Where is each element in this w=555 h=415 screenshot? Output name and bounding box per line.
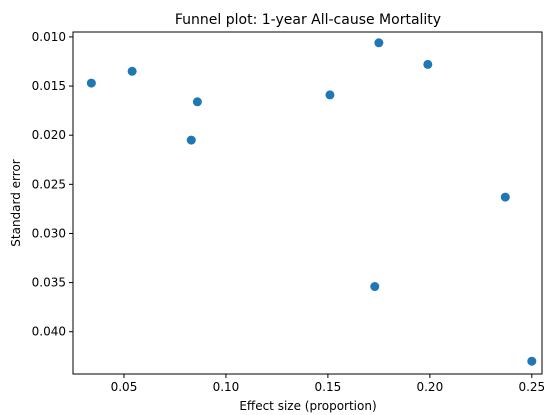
data-point bbox=[500, 192, 510, 202]
plot-area bbox=[72, 31, 543, 375]
data-point bbox=[86, 78, 96, 88]
x-axis-label: Effect size (proportion) bbox=[239, 399, 376, 413]
data-point bbox=[527, 356, 537, 366]
x-tick-label: 0.10 bbox=[213, 380, 240, 394]
y-tick-label: 0.010 bbox=[32, 30, 66, 44]
x-tick-label: 0.25 bbox=[518, 380, 545, 394]
y-tick-label: 0.035 bbox=[32, 276, 66, 290]
x-tick-label: 0.20 bbox=[416, 380, 443, 394]
y-tick-label: 0.015 bbox=[32, 79, 66, 93]
x-tick-label: 0.15 bbox=[315, 380, 342, 394]
points-layer bbox=[86, 38, 537, 366]
y-tick-label: 0.030 bbox=[32, 226, 66, 240]
data-point bbox=[186, 135, 196, 145]
data-point bbox=[370, 282, 380, 292]
data-point bbox=[325, 90, 335, 100]
y-tick-label: 0.040 bbox=[32, 325, 66, 339]
chart-title: Funnel plot: 1-year All-cause Mortality bbox=[175, 12, 441, 28]
y-axis-label: Standard error bbox=[9, 159, 23, 247]
data-point bbox=[192, 97, 202, 107]
x-tick-label: 0.05 bbox=[111, 380, 138, 394]
y-tick-label: 0.020 bbox=[32, 128, 66, 142]
y-axis-ticks: 0.010 0.015 0.020 0.025 0.030 0.035 0.040 bbox=[32, 30, 73, 339]
y-tick-label: 0.025 bbox=[32, 177, 66, 191]
data-point bbox=[423, 59, 433, 69]
data-point bbox=[127, 66, 137, 76]
x-axis-ticks: 0.05 0.10 0.15 0.20 0.25 bbox=[111, 374, 545, 394]
plot-frame bbox=[72, 31, 543, 375]
data-point bbox=[374, 38, 384, 48]
